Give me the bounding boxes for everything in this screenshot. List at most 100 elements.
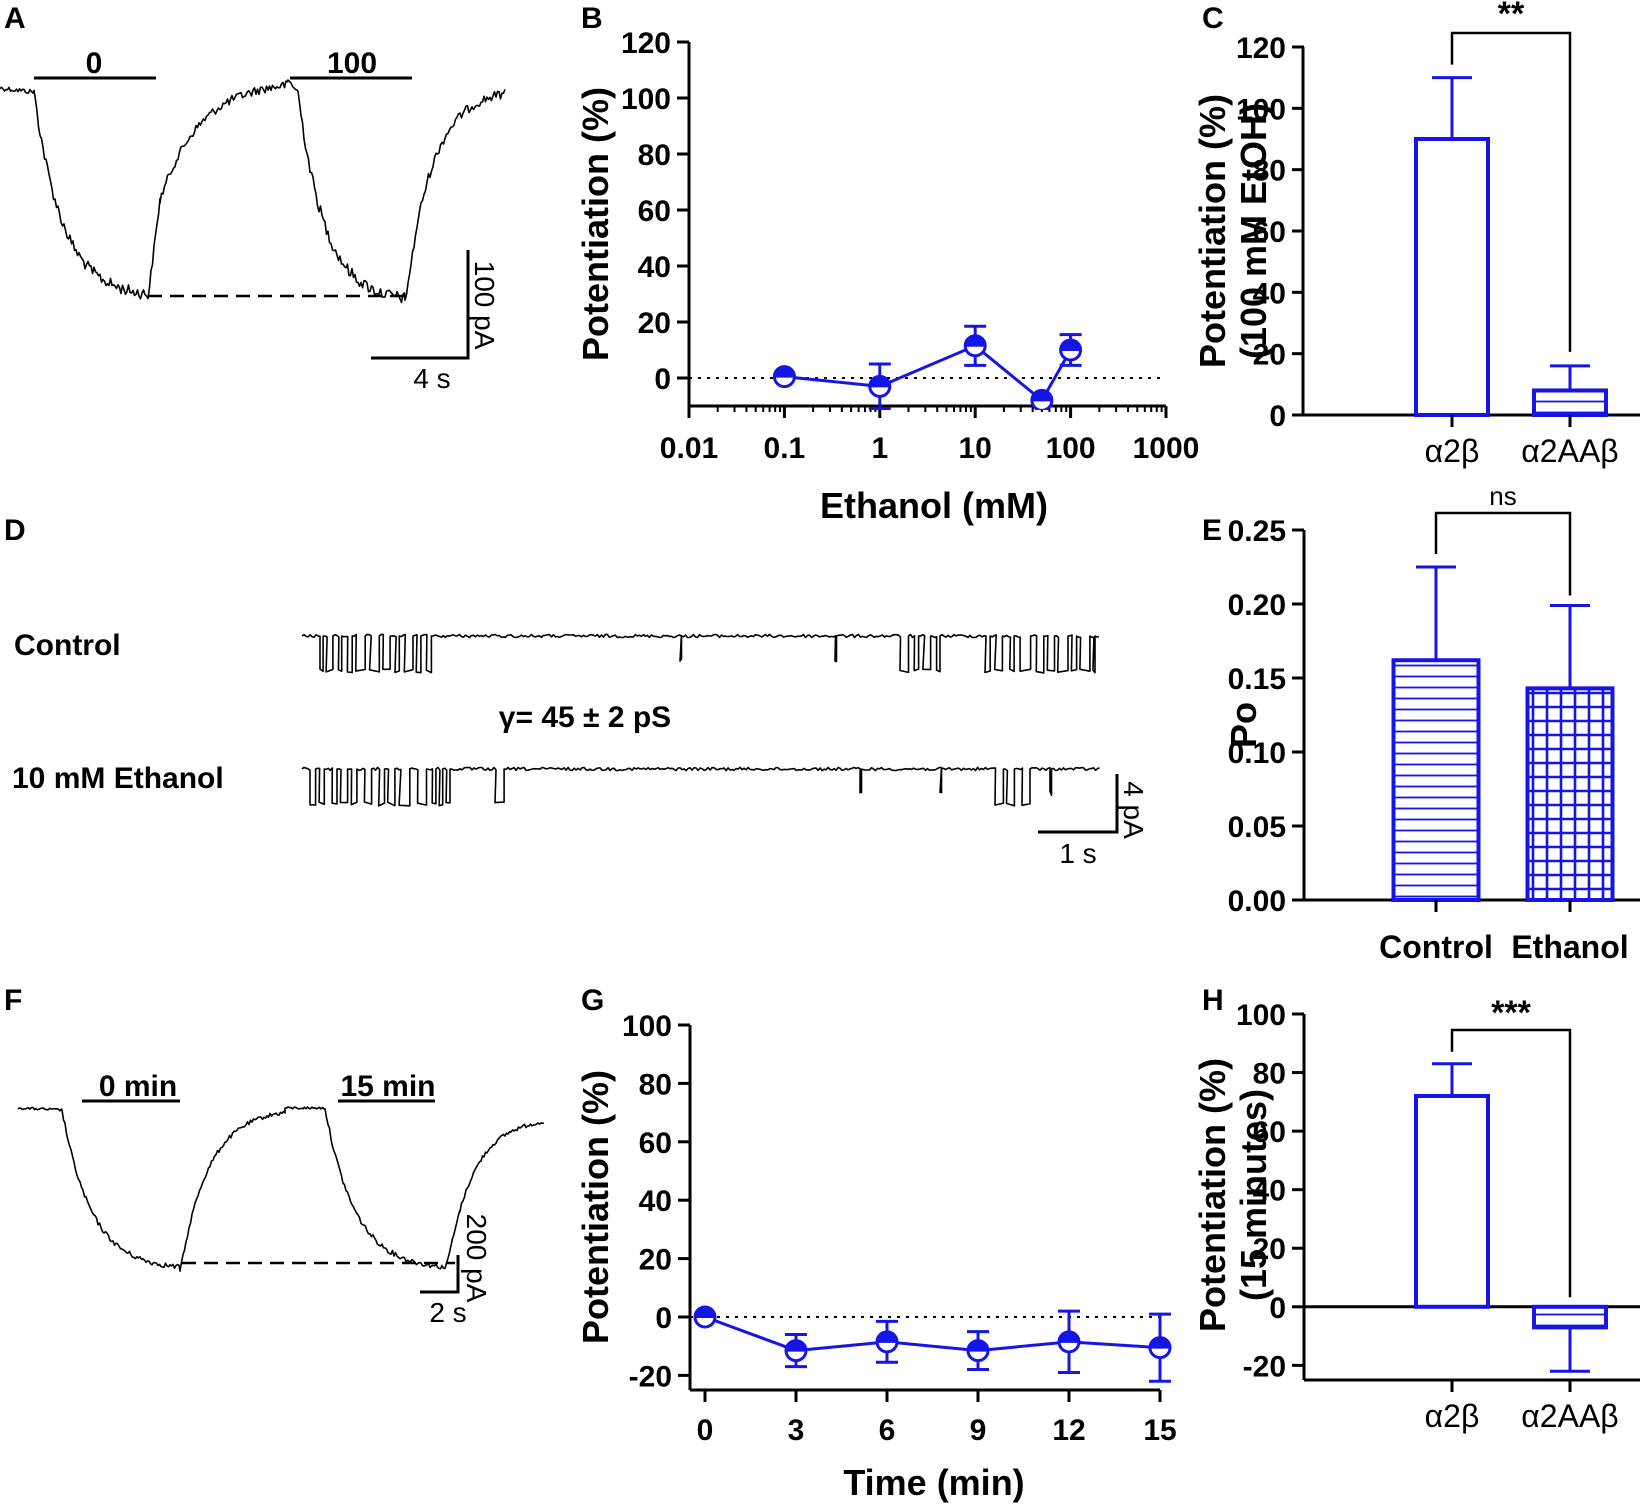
y-tick-label: 20 <box>1253 1233 1286 1266</box>
y-tick-label: 100 <box>621 83 671 116</box>
bar <box>1391 658 1481 902</box>
scale-bar-f <box>420 1255 460 1294</box>
y-tick-label: 40 <box>639 1185 672 1218</box>
x-tick-label: 12 <box>1052 1414 1085 1447</box>
y-axis-label-c: Potentiation (%) <box>1192 94 1233 368</box>
y-tick-label: 0.15 <box>1228 663 1286 696</box>
x-axis-label-b: Ethanol (mM) <box>820 485 1048 526</box>
x-tick-label: 10 <box>959 432 992 465</box>
data-point-fill <box>693 1306 717 1318</box>
x-tick-label: 6 <box>879 1414 896 1447</box>
trace-panel-f: 0 min 15 min 200 pA 2 s <box>17 1070 545 1328</box>
y-tick-label: 120 <box>1236 32 1286 65</box>
series-line <box>704 1315 1161 1353</box>
single-channel-trace-control <box>301 633 1100 674</box>
y-axis-label-b: Potentiation (%) <box>575 87 616 361</box>
panel-label-c: C <box>1202 2 1224 35</box>
y-tick-label: 0.05 <box>1228 811 1286 844</box>
chart-h: -20 0 20 40 60 80 100 α2β α2AAβ *** Potentiatio… <box>1192 994 1640 1434</box>
x-tick-label: 15 <box>1143 1414 1176 1447</box>
scale-x-label-d: 1 s <box>1059 838 1096 869</box>
x-tick-label: 0 <box>697 1414 714 1447</box>
x-tick-label: 0.1 <box>764 432 806 465</box>
single-channel-trace-ethanol <box>301 766 1100 807</box>
chart-b: 0 20 40 60 80 100 120 0.01 0.1 1 10 100 1000 Potent… <box>575 27 1199 526</box>
y-tick-label: 0 <box>654 363 671 396</box>
y-tick-label: 60 <box>638 195 671 228</box>
application-label-15-min: 15 min <box>340 1070 435 1103</box>
data-point-fill <box>1059 339 1082 351</box>
y-tick-label: 100 <box>1236 999 1286 1032</box>
panel-label-f: F <box>4 984 22 1017</box>
scale-y-label-a: 100 pA <box>469 261 500 350</box>
bar <box>1414 1093 1490 1309</box>
category-label: α2AAβ <box>1521 1398 1618 1434</box>
data-point-fill <box>773 365 796 378</box>
y-tick-label: -20 <box>629 1360 672 1393</box>
y-tick-label: 120 <box>621 27 671 60</box>
bar <box>1414 137 1490 417</box>
trace-panel-d: Control 10 mM Ethanol γ= 45 ± 2 pS 4 pA … <box>12 629 1149 869</box>
x-tick-label: 0.01 <box>660 432 718 465</box>
y-tick-label: 80 <box>1253 155 1286 188</box>
y-tick-label: 20 <box>1253 339 1286 372</box>
scale-bar-a <box>371 250 470 360</box>
y-tick-label: 60 <box>1253 1116 1286 1149</box>
scale-x-label-f: 2 s <box>429 1297 466 1328</box>
y-tick-label: 60 <box>639 1127 672 1160</box>
y-tick-label: 100 <box>1236 93 1286 126</box>
x-axis-label-g: Time (min) <box>843 1462 1024 1503</box>
data-point-fill <box>784 1339 808 1352</box>
significance-bracket-h <box>1450 1028 1572 1298</box>
conductance-label: γ= 45 ± 2 pS <box>499 701 671 734</box>
data-point-fill <box>966 1339 990 1352</box>
y-axis-label-e: Po <box>1223 702 1264 748</box>
y-tick-label: 0 <box>1269 400 1286 433</box>
bar <box>1532 1304 1608 1330</box>
x-tick-label: 100 <box>1046 432 1096 465</box>
x-tick-label: 1 <box>871 432 888 465</box>
y-axis-label2-c: (100 mM EtOH) <box>1233 103 1274 359</box>
y-tick-label: 0 <box>1269 1292 1286 1325</box>
y-tick-label: 0.25 <box>1228 515 1286 548</box>
data-point-fill <box>868 375 891 388</box>
trace-panel-a: 0 100 100 pA 4 s <box>0 47 506 394</box>
bar <box>1525 686 1615 902</box>
y-tick-label: 20 <box>639 1244 672 1277</box>
scale-x-label-a: 4 s <box>413 363 450 394</box>
x-tick-label: 9 <box>970 1414 987 1447</box>
category-label: Control <box>1379 929 1493 965</box>
data-point-fill <box>875 1330 899 1343</box>
panel-label-d: D <box>4 514 26 547</box>
significance-bracket-e <box>1434 511 1572 596</box>
panel-label-h: H <box>1202 984 1224 1017</box>
current-trace-f <box>17 1106 545 1272</box>
panel-label-a: A <box>4 2 26 35</box>
y-tick-label: 40 <box>638 251 671 284</box>
y-tick-label: 0.20 <box>1228 589 1286 622</box>
significance-label-c: ** <box>1498 0 1525 33</box>
category-label: α2β <box>1425 433 1480 469</box>
category-label: α2AAβ <box>1521 433 1618 469</box>
significance-bracket-c <box>1450 31 1572 352</box>
x-tick-label: 1000 <box>1133 432 1200 465</box>
y-axis-label-h: Potentiation (%) <box>1192 1058 1233 1332</box>
application-label-0-min: 0 min <box>99 1070 177 1103</box>
data-point-fill <box>1148 1336 1172 1349</box>
row-label-ethanol: 10 mM Ethanol <box>12 762 224 795</box>
application-label-100: 100 <box>327 47 377 80</box>
y-tick-label: 40 <box>1253 277 1286 310</box>
y-axis-label2-h: (15 minutes) <box>1233 1089 1274 1301</box>
panel-label-e: E <box>1202 514 1222 547</box>
application-label-0: 0 <box>86 47 103 80</box>
data-point-fill <box>964 334 987 347</box>
scale-y-label-f: 200 pA <box>461 1214 492 1303</box>
y-tick-label: 100 <box>622 1010 672 1043</box>
current-trace-a <box>0 79 506 304</box>
y-tick-label: 80 <box>638 139 671 172</box>
significance-label-e: ns <box>1489 481 1516 511</box>
chart-c: 0 20 40 60 80 100 120 α2β α2AAβ ** Potentiation… <box>1192 0 1640 469</box>
significance-label-h: *** <box>1491 994 1531 1032</box>
y-tick-label: 60 <box>1253 216 1286 249</box>
